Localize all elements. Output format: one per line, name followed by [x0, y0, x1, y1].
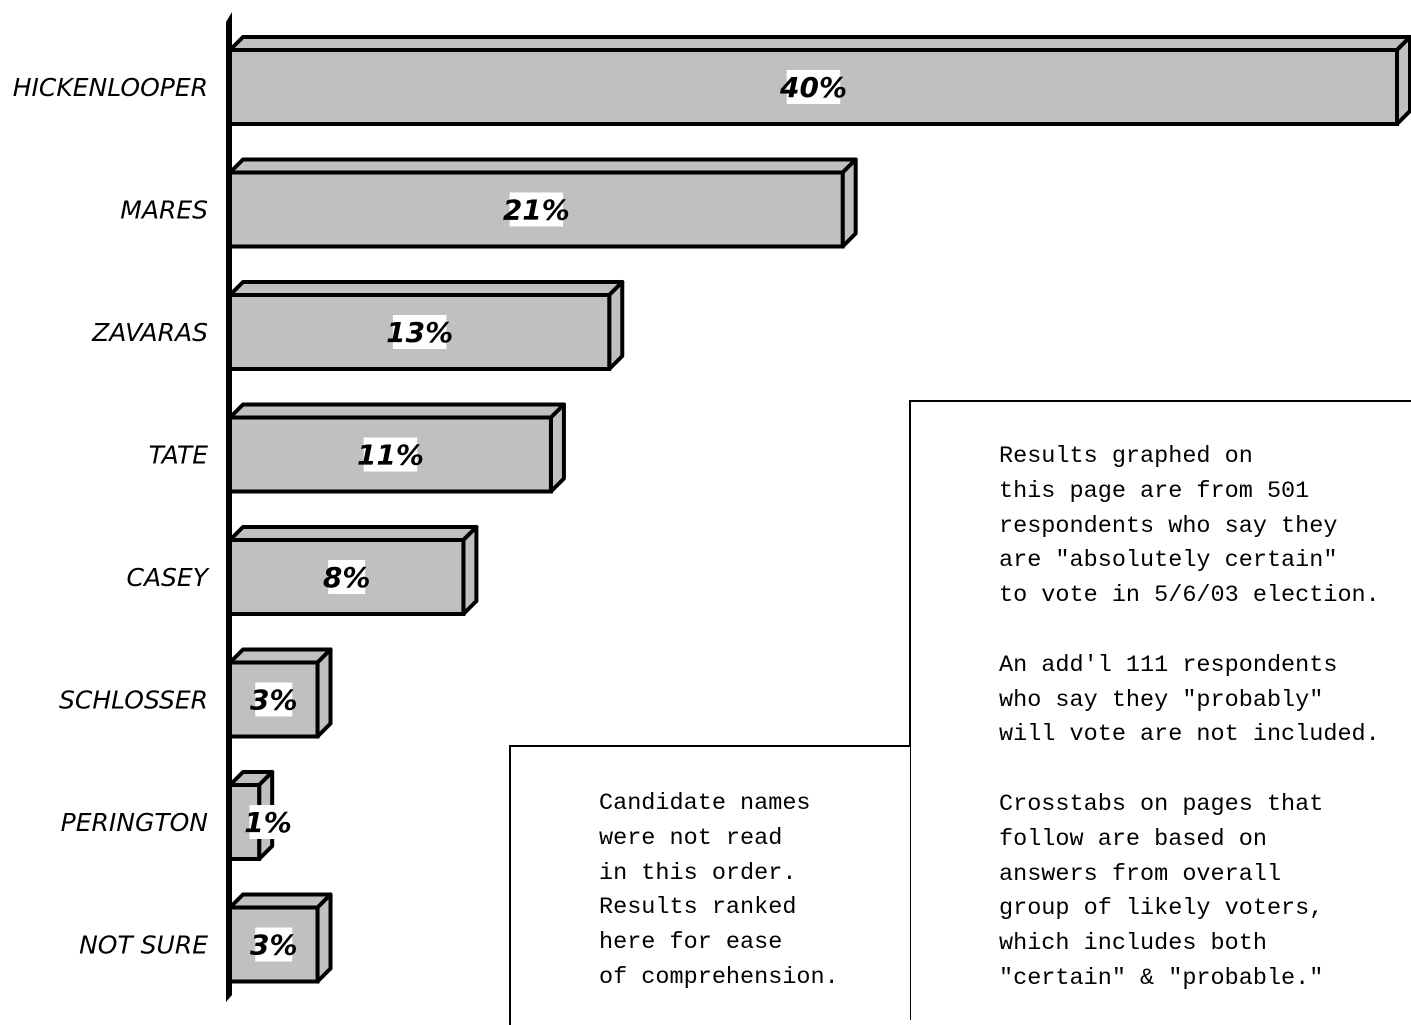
- data-label-bg: [255, 927, 293, 962]
- category-label: PERINGTON: [61, 808, 209, 837]
- bar: [228, 280, 625, 371]
- bar: [228, 892, 333, 984]
- note-paragraph: An add'l 111 respondents who say they "p…: [999, 651, 1380, 749]
- data-label: 3%: [250, 684, 298, 717]
- bar-front-face: [228, 293, 612, 371]
- bar-chart: HICKENLOOPER 40% MARES 21% ZAVARAS 13% TATE 11%…: [13, 12, 1411, 1002]
- data-label-bg: [392, 315, 447, 349]
- note-paragraph: Candidate names were not read in this or…: [599, 790, 839, 991]
- note-box-respondents: Results graphed on this page are from 50…: [909, 400, 1411, 1020]
- data-label: 13%: [386, 316, 453, 349]
- category-label: HICKENLOOPER: [13, 73, 208, 102]
- data-label: 40%: [779, 71, 847, 104]
- bars: [228, 35, 1411, 984]
- data-label: 8%: [323, 561, 371, 594]
- category-label: ZAVARAS: [91, 318, 208, 347]
- data-label: 21%: [503, 194, 570, 227]
- category-label: MARES: [120, 196, 208, 225]
- data-label: 11%: [357, 439, 424, 472]
- category-label: CASEY: [127, 563, 210, 592]
- note-box-order: Candidate names were not read in this or…: [509, 745, 910, 1025]
- data-label: 1%: [244, 806, 292, 839]
- labels: HICKENLOOPER 40% MARES 21% ZAVARAS 13% TATE 11%…: [13, 70, 847, 962]
- data-label-bg: [255, 682, 293, 717]
- y-axis: [226, 12, 232, 1002]
- y-axis-wall: [226, 12, 232, 1002]
- data-label-bg: [249, 805, 287, 839]
- data-label-bg: [363, 437, 418, 472]
- data-label-bg: [509, 192, 564, 227]
- category-label: TATE: [149, 441, 209, 470]
- bar: [228, 525, 479, 616]
- data-label-bg: [786, 70, 841, 104]
- category-label: SCHLOSSER: [59, 686, 208, 715]
- note-paragraph: Crosstabs on pages that follow are based…: [999, 790, 1324, 992]
- data-label-bg: [328, 560, 366, 594]
- data-label: 3%: [250, 929, 298, 962]
- note-paragraph: Results graphed on this page are from 50…: [999, 443, 1380, 610]
- category-label: NOT SURE: [79, 931, 208, 960]
